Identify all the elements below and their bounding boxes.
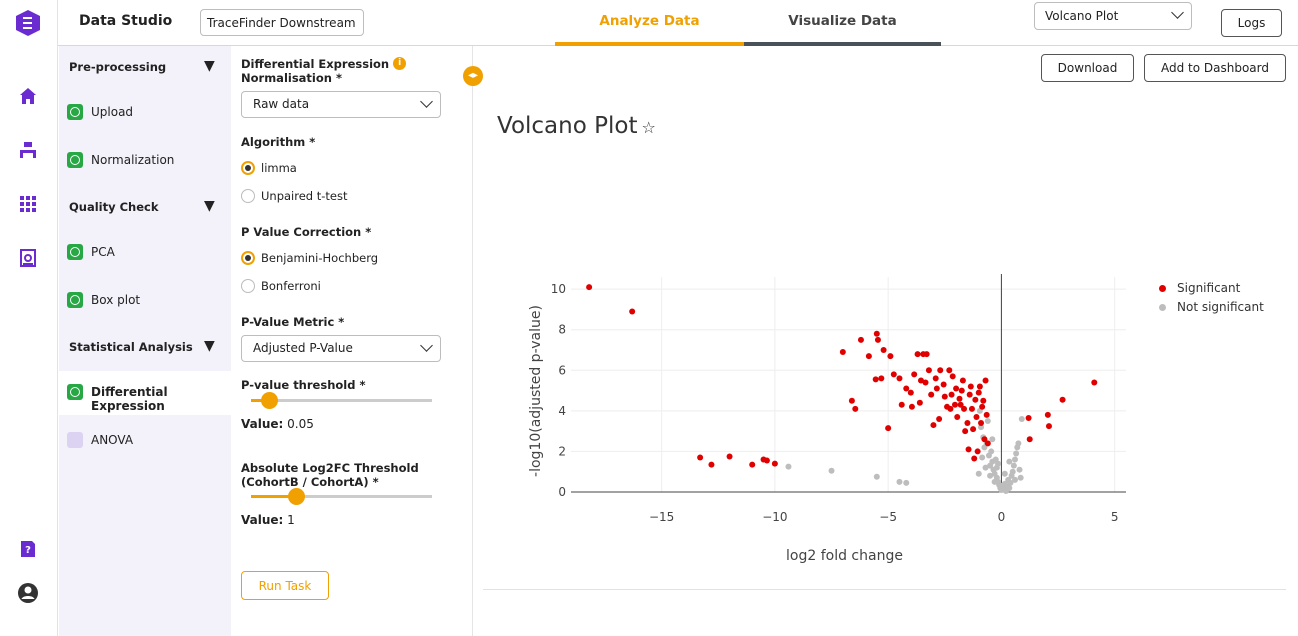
apps-grid-icon[interactable] [16, 192, 40, 216]
svg-text:?: ? [25, 545, 31, 556]
radio-label: Bonferroni [261, 279, 321, 293]
sidebar-item-label: ANOVA [91, 433, 134, 447]
home-icon[interactable] [16, 84, 40, 108]
add-to-dashboard-button[interactable]: Add to Dashboard [1144, 54, 1286, 82]
slider-handle[interactable] [288, 488, 306, 505]
download-button[interactable]: Download [1041, 54, 1134, 82]
tab-analyze-data[interactable]: Analyze Data [555, 0, 744, 46]
sidebar-item-label: Differential Expression [91, 385, 168, 413]
run-task-button[interactable]: Run Task [241, 571, 329, 600]
legend-significant[interactable]: Significant [1159, 281, 1241, 295]
legend-label: Not significant [1177, 300, 1264, 314]
app-title: Data Studio [79, 13, 173, 29]
sidebar-item-pca[interactable]: PCA [59, 231, 231, 275]
slider-fill [251, 495, 297, 498]
radio-unselected-icon [241, 189, 255, 203]
normalisation-select[interactable]: Raw data [241, 91, 441, 118]
star-icon[interactable]: ☆ [641, 118, 656, 137]
check-icon [67, 292, 83, 308]
p-value-metric-label: P-Value Metric * [241, 315, 345, 329]
sidebar-item-label: PCA [91, 245, 115, 259]
radio-label: Unpaired t-test [261, 189, 348, 203]
chevron-down-icon [420, 95, 433, 108]
p-value-threshold-value: Value: 0.05 [241, 417, 314, 431]
task-settings-panel: Differential Expression i Normalisation *… [231, 46, 473, 636]
help-icon[interactable]: ? [16, 537, 40, 561]
algorithm-label: Algorithm * [241, 135, 316, 149]
report-icon[interactable] [16, 246, 40, 270]
divider [483, 589, 1286, 590]
top-bar: Data Studio TraceFinder Downstream Analy… [58, 0, 1298, 46]
radio-selected-icon [241, 251, 255, 265]
check-icon [67, 104, 83, 120]
normalisation-label: Differential Expression i Normalisation * [241, 57, 407, 85]
log2fc-threshold-value: Value: 1 [241, 513, 295, 527]
legend-marker-not-significant [1159, 304, 1166, 311]
sidebar-item-label: Normalization [91, 153, 175, 167]
pending-checkbox-icon [67, 432, 83, 448]
legend-not-significant[interactable]: Not significant [1159, 300, 1264, 314]
sidebar: Pre-processing ▼ Upload Normalization Qu… [59, 46, 231, 636]
log2fc-threshold-label: Absolute Log2FC Threshold (CohortB / Coh… [241, 461, 419, 489]
plot-title-text: Volcano Plot [497, 113, 638, 139]
radio-label: Benjamini-Hochberg [261, 251, 379, 265]
slider-handle[interactable] [261, 392, 279, 409]
value-prefix: Value: [241, 513, 284, 527]
check-icon [67, 244, 83, 260]
logo-icon[interactable] [16, 10, 40, 36]
slider-fill [251, 399, 270, 402]
plot-title: Volcano Plot ☆ [497, 113, 656, 139]
logs-button[interactable]: Logs [1221, 9, 1282, 37]
legend-marker-significant [1159, 285, 1166, 292]
check-icon [67, 152, 83, 168]
view-select-value: Volcano Plot [1045, 9, 1119, 23]
chevron-down-icon [420, 339, 433, 352]
collapse-arrow-icon[interactable]: ▼ [204, 338, 215, 354]
user-avatar-icon[interactable] [16, 581, 40, 605]
sidebar-item-label: Box plot [91, 293, 141, 307]
collapse-arrow-icon[interactable]: ▼ [204, 58, 215, 74]
p-value-correction-label: P Value Correction * [241, 225, 372, 239]
log2fc-label-line1: Absolute Log2FC Threshold [241, 461, 419, 475]
project-name-field[interactable]: TraceFinder Downstream [200, 9, 364, 36]
tab-visualize-data[interactable]: Visualize Data [744, 0, 941, 46]
normalisation-select-value: Raw data [253, 97, 310, 111]
log2fc-label-line2: (CohortB / CohortA) * [241, 475, 379, 489]
section-title-statistical-analysis[interactable]: Statistical Analysis [69, 340, 193, 354]
p-value-threshold-label: P-value threshold * [241, 378, 366, 392]
radio-selected-icon [241, 161, 255, 175]
sidebar-item-differential-expression[interactable]: Differential Expression [59, 371, 231, 415]
normalisation-label-line1: Differential Expression [241, 57, 390, 71]
radio-unselected-icon [241, 279, 255, 293]
p-value-threshold-slider[interactable] [251, 391, 432, 409]
section-title-quality-check[interactable]: Quality Check [69, 200, 159, 214]
sidebar-item-box-plot[interactable]: Box plot [59, 279, 231, 323]
view-select[interactable]: Volcano Plot [1034, 2, 1192, 30]
legend-label: Significant [1177, 281, 1241, 295]
chevron-down-icon [1171, 6, 1184, 19]
normalisation-label-line2: Normalisation * [241, 71, 342, 85]
workflow-icon[interactable] [16, 138, 40, 162]
sidebar-item-upload[interactable]: Upload [59, 91, 231, 135]
log2fc-threshold-slider[interactable] [251, 487, 432, 505]
check-icon [67, 384, 83, 400]
info-icon[interactable]: i [393, 57, 407, 70]
collapse-arrow-icon[interactable]: ▼ [204, 198, 215, 214]
section-title-preprocessing[interactable]: Pre-processing [69, 60, 167, 74]
sidebar-item-anova[interactable]: ANOVA [59, 419, 231, 463]
sidebar-item-label: Upload [91, 105, 134, 119]
value-number: 0.05 [287, 417, 314, 431]
icon-rail: ? [0, 0, 58, 636]
p-value-metric-select[interactable]: Adjusted P-Value [241, 335, 441, 362]
slider-track [251, 495, 432, 498]
p-value-metric-select-value: Adjusted P-Value [253, 341, 353, 355]
slider-track [251, 399, 432, 402]
value-number: 1 [287, 513, 295, 527]
collapse-panel-icon[interactable]: ◂▸ [463, 66, 483, 86]
value-prefix: Value: [241, 417, 284, 431]
radio-label: limma [261, 161, 297, 175]
sidebar-item-normalization[interactable]: Normalization [59, 139, 231, 183]
main-content: Download Add to Dashboard Volcano Plot ☆ [473, 46, 1298, 636]
